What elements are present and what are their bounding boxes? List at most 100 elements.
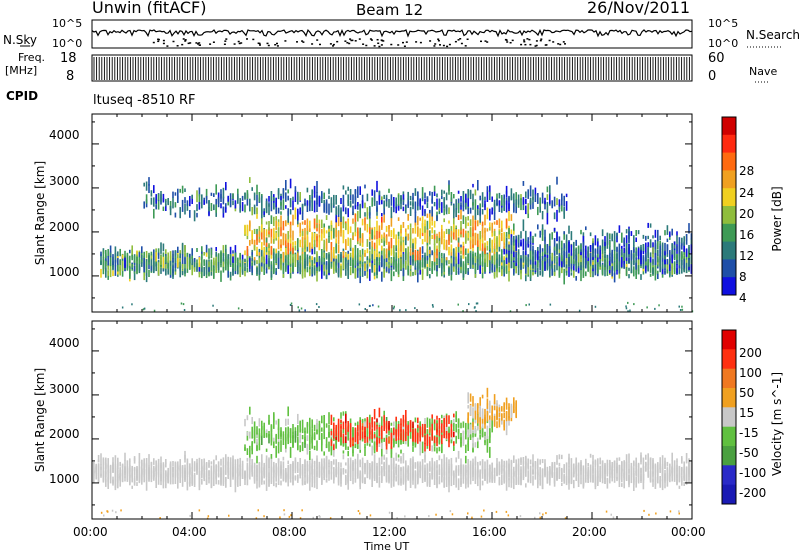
data-cell (491, 207, 493, 215)
data-cell (366, 193, 369, 202)
data-cell (385, 446, 388, 454)
data-cell (537, 250, 539, 261)
data-cell (148, 467, 150, 473)
data-cell (383, 466, 385, 470)
data-cell (301, 261, 304, 273)
data-cell (196, 212, 198, 218)
data-cell (220, 270, 222, 282)
data-cell (237, 474, 239, 479)
data-cell (239, 457, 241, 468)
data-cell (282, 199, 285, 211)
data-cell (359, 260, 361, 265)
data-cell (448, 234, 450, 245)
data-cell (491, 242, 493, 253)
data-cell (640, 274, 642, 280)
data-cell (203, 458, 205, 463)
data-cell (390, 447, 393, 458)
data-cell (395, 430, 397, 441)
data-cell (251, 465, 253, 472)
data-cell (229, 196, 232, 208)
data-cell (299, 239, 301, 248)
data-cell (532, 235, 534, 244)
data-cell (321, 458, 323, 470)
data-cell (244, 250, 246, 256)
data-cell (273, 421, 275, 429)
nsky-dot (184, 40, 187, 42)
data-cell (251, 207, 253, 216)
data-cell (469, 219, 472, 227)
data-cell (321, 433, 323, 443)
data-cell (105, 470, 107, 483)
data-cell (448, 207, 450, 214)
data-cell (292, 250, 294, 263)
data-cell (373, 454, 376, 467)
nsky-dot (434, 43, 437, 45)
data-cell (402, 453, 405, 464)
data-cell (364, 202, 366, 209)
data-cell (529, 259, 532, 266)
data-cell (287, 418, 289, 425)
data-cell (438, 231, 441, 244)
data-cell (349, 238, 352, 248)
data-cell (212, 304, 214, 307)
data-cell (287, 474, 289, 479)
data-cell (419, 199, 421, 206)
data-cell (301, 419, 304, 432)
data-cell (227, 268, 229, 278)
data-cell (388, 264, 390, 269)
data-cell (196, 190, 198, 203)
data-cell (513, 251, 515, 258)
nsky-dot (484, 40, 487, 42)
data-cell (479, 253, 481, 266)
data-cell (201, 253, 203, 259)
data-cell (342, 454, 345, 460)
data-cell (162, 193, 165, 201)
data-cell (258, 252, 261, 256)
data-cell (369, 269, 371, 281)
data-cell (330, 242, 333, 254)
data-cell (381, 271, 383, 282)
data-cell (589, 232, 592, 237)
data-cell (354, 471, 357, 477)
data-cell (294, 255, 297, 267)
data-cell (414, 307, 416, 310)
data-cell (160, 255, 162, 265)
data-cell (460, 255, 462, 259)
data-cell (256, 455, 258, 464)
data-cell (508, 234, 510, 239)
data-cell (553, 212, 556, 220)
data-cell (467, 232, 469, 238)
data-cell (477, 256, 479, 262)
data-cell (340, 467, 342, 479)
data-cell (309, 255, 311, 260)
data-cell (119, 259, 121, 263)
data-cell (304, 269, 306, 278)
data-cell (285, 180, 287, 191)
data-cell (153, 249, 155, 261)
data-cell (676, 235, 678, 245)
data-cell (558, 266, 561, 276)
data-cell (270, 200, 273, 212)
data-cell (306, 200, 309, 206)
data-cell (270, 228, 273, 238)
data-cell (328, 459, 330, 465)
nsky-dot (332, 43, 335, 46)
data-cell (102, 259, 105, 269)
data-cell (505, 258, 508, 265)
data-cell (323, 429, 325, 440)
data-cell (364, 443, 366, 449)
status-panels (20, 19, 782, 83)
data-cell (167, 199, 169, 206)
data-cell (325, 269, 328, 277)
data-cell (148, 473, 150, 481)
data-cell (409, 206, 412, 216)
data-cell (117, 264, 119, 272)
data-cell (421, 205, 424, 216)
data-cell (313, 267, 316, 276)
data-cell (222, 261, 225, 271)
data-cell (333, 459, 335, 465)
data-cell (395, 234, 397, 246)
data-cell (215, 247, 217, 252)
data-cell (477, 260, 479, 270)
